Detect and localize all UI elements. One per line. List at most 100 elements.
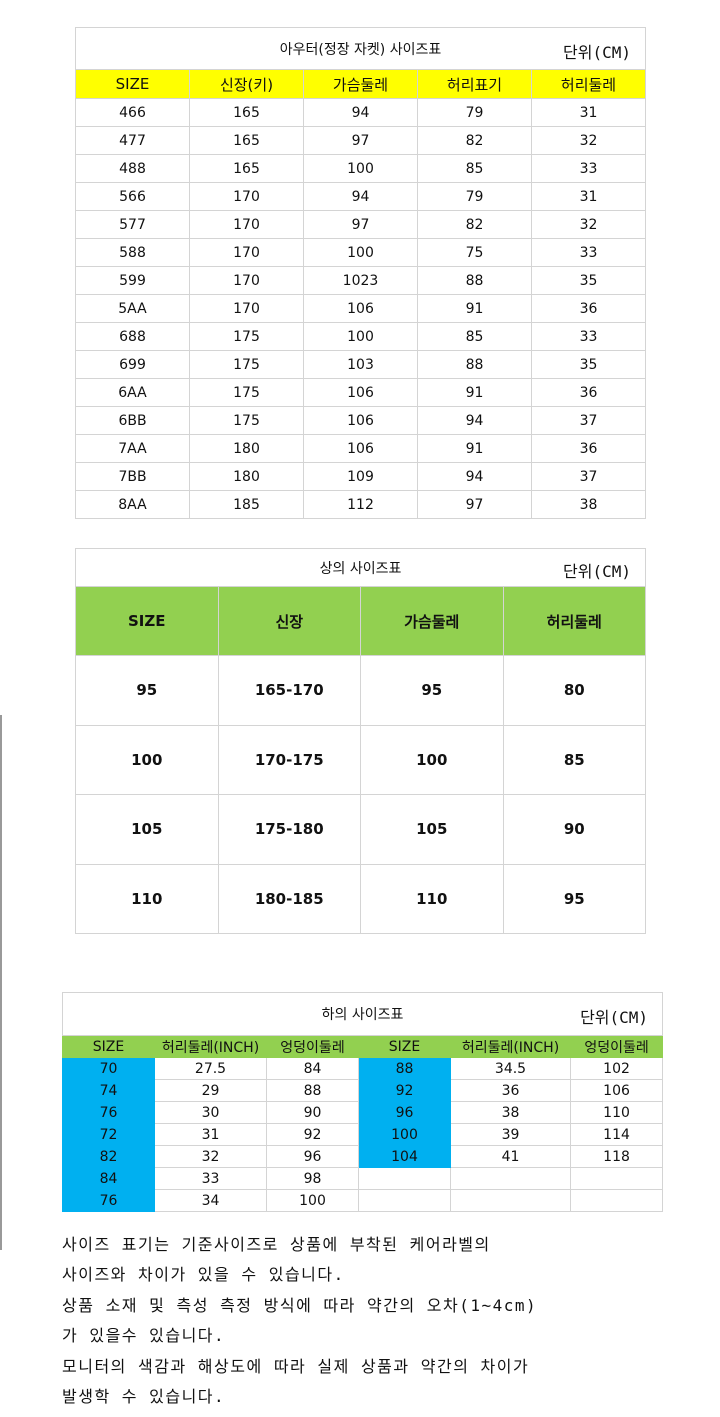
table-cell: [358, 1189, 451, 1212]
table-cell: 85: [417, 154, 532, 183]
table-cell: 94: [417, 406, 532, 435]
table-cell: 33: [531, 322, 646, 351]
table-cell: 80: [502, 655, 646, 726]
table-cell: 39: [450, 1123, 571, 1146]
table-cell: 37: [531, 462, 646, 491]
table-cell: 105: [360, 794, 504, 865]
table-cell: 36: [531, 294, 646, 323]
table-cell: 5AA: [75, 294, 190, 323]
table-cell: 699: [75, 350, 190, 379]
table-row: 566 170 94 79 31: [75, 182, 646, 211]
table-cell: [569, 1189, 664, 1212]
table-cell: 76: [62, 1189, 155, 1212]
table-row: 6AA 175 106 91 36: [75, 378, 646, 407]
table-row: 100 170-175 100 85: [75, 724, 646, 795]
bottom-size-table: 하의 사이즈표 단위(CM) SIZE 허리둘레(INCH) 엉덩이둘레 SIZE 허리둘레…: [61, 992, 664, 1212]
table-row: 76 34 100: [62, 1189, 664, 1212]
table-cell: 175: [189, 322, 304, 351]
table-cell: 477: [75, 126, 190, 155]
table-cell: 109: [303, 462, 418, 491]
column-header: 신장: [217, 586, 361, 656]
note-line: 상품 소재 및 측성 측정 방식에 따라 약간의 오차(1~4cm): [62, 1295, 538, 1315]
table-cell: 32: [154, 1145, 267, 1168]
table-cell: 79: [417, 182, 532, 211]
table-cell: 97: [303, 126, 418, 155]
top-size-table: 상의 사이즈표 단위(CM) SIZE 신장 가슴둘레 허리둘레 95 165-170 95 80…: [75, 548, 646, 934]
table-row: 5AA 170 106 91 36: [75, 294, 646, 323]
table-cell: 72: [62, 1123, 155, 1146]
table-row: 74 29 88 92 36 106: [62, 1079, 664, 1102]
table-cell: 35: [531, 266, 646, 295]
table-cell: 30: [154, 1101, 267, 1124]
table-cell: 91: [417, 294, 532, 323]
table-cell: 100: [266, 1189, 359, 1212]
table-cell: 33: [531, 238, 646, 267]
table-title: 아우터(정장 자켓) 사이즈표: [279, 41, 442, 58]
table-row: 72 31 92 100 39 114: [62, 1123, 664, 1146]
table-cell: 175: [189, 406, 304, 435]
header-row: SIZE 신장(키) 가슴둘레 허리표기 허리둘레: [75, 69, 646, 99]
table-cell: 35: [531, 350, 646, 379]
table-cell: 599: [75, 266, 190, 295]
table-cell: [450, 1167, 571, 1190]
table-cell: 100: [303, 322, 418, 351]
table-cell: [450, 1189, 571, 1212]
table-row: 7AA 180 106 91 36: [75, 434, 646, 463]
table-cell: 91: [417, 434, 532, 463]
table-cell: 102: [569, 1057, 664, 1080]
table-cell: 105: [75, 794, 219, 865]
table-cell: 94: [303, 182, 418, 211]
note-line: 사이즈 표기는 기준사이즈로 상품에 부착된 케어라벨의: [62, 1235, 491, 1254]
table-cell: 38: [450, 1101, 571, 1124]
table-cell: 103: [303, 350, 418, 379]
table-row: 7BB 180 109 94 37: [75, 462, 646, 491]
table-cell: 104: [358, 1145, 451, 1168]
column-header: SIZE: [75, 69, 190, 99]
table-cell: 488: [75, 154, 190, 183]
table-cell: [569, 1167, 664, 1190]
table-cell: 106: [303, 294, 418, 323]
table-cell: 84: [266, 1057, 359, 1080]
table-cell: 110: [569, 1101, 664, 1124]
table-cell: 170: [189, 182, 304, 211]
column-header: 허리둘레: [502, 586, 646, 656]
table-cell: 98: [266, 1167, 359, 1190]
column-header: 엉덩이둘레: [266, 1035, 359, 1058]
table-cell: 94: [417, 462, 532, 491]
table-cell: 32: [531, 210, 646, 239]
table-cell: [358, 1167, 451, 1190]
table-cell: 31: [531, 182, 646, 211]
table-cell: 100: [358, 1123, 451, 1146]
table-cell: 37: [531, 406, 646, 435]
header-row: SIZE 허리둘레(INCH) 엉덩이둘레 SIZE 허리둘레(INCH) 엉덩이둘레: [62, 1035, 664, 1058]
table-cell: 175-180: [217, 794, 361, 865]
table-cell: 110: [360, 863, 504, 934]
table-cell: 118: [569, 1145, 664, 1168]
column-header: 허리둘레(INCH): [450, 1035, 571, 1058]
table-cell: 566: [75, 182, 190, 211]
table-cell: 165: [189, 98, 304, 127]
table-cell: 7BB: [75, 462, 190, 491]
column-header: SIZE: [62, 1035, 155, 1058]
table-row: 70 27.5 84 88 34.5 102: [62, 1057, 664, 1080]
table-cell: 92: [358, 1079, 451, 1102]
table-cell: 38: [531, 490, 646, 519]
table-cell: 31: [531, 98, 646, 127]
table-row: 110 180-185 110 95: [75, 863, 646, 934]
table-row: 477 165 97 82 32: [75, 126, 646, 155]
table-cell: 1023: [303, 266, 418, 295]
table-title-row: 하의 사이즈표 단위(CM): [61, 992, 664, 1036]
table-cell: 92: [266, 1123, 359, 1146]
note-line: 모니터의 색감과 해상도에 따라 실제 상품과 약간의 차이가: [62, 1356, 530, 1376]
title-cell: 아우터(정장 자켓) 사이즈표 단위(CM): [75, 27, 646, 70]
table-cell: 90: [502, 794, 646, 865]
table-cell: 31: [154, 1123, 267, 1146]
note-line: 발생학 수 있습니다.: [62, 1387, 226, 1407]
table-cell: 75: [417, 238, 532, 267]
table-cell: 88: [358, 1057, 451, 1080]
unit-label: 단위(CM): [580, 1008, 649, 1027]
table-row: 688 175 100 85 33: [75, 322, 646, 351]
table-cell: 88: [266, 1079, 359, 1102]
table-cell: 114: [569, 1123, 664, 1146]
table-title-row: 상의 사이즈표 단위(CM): [75, 548, 646, 587]
